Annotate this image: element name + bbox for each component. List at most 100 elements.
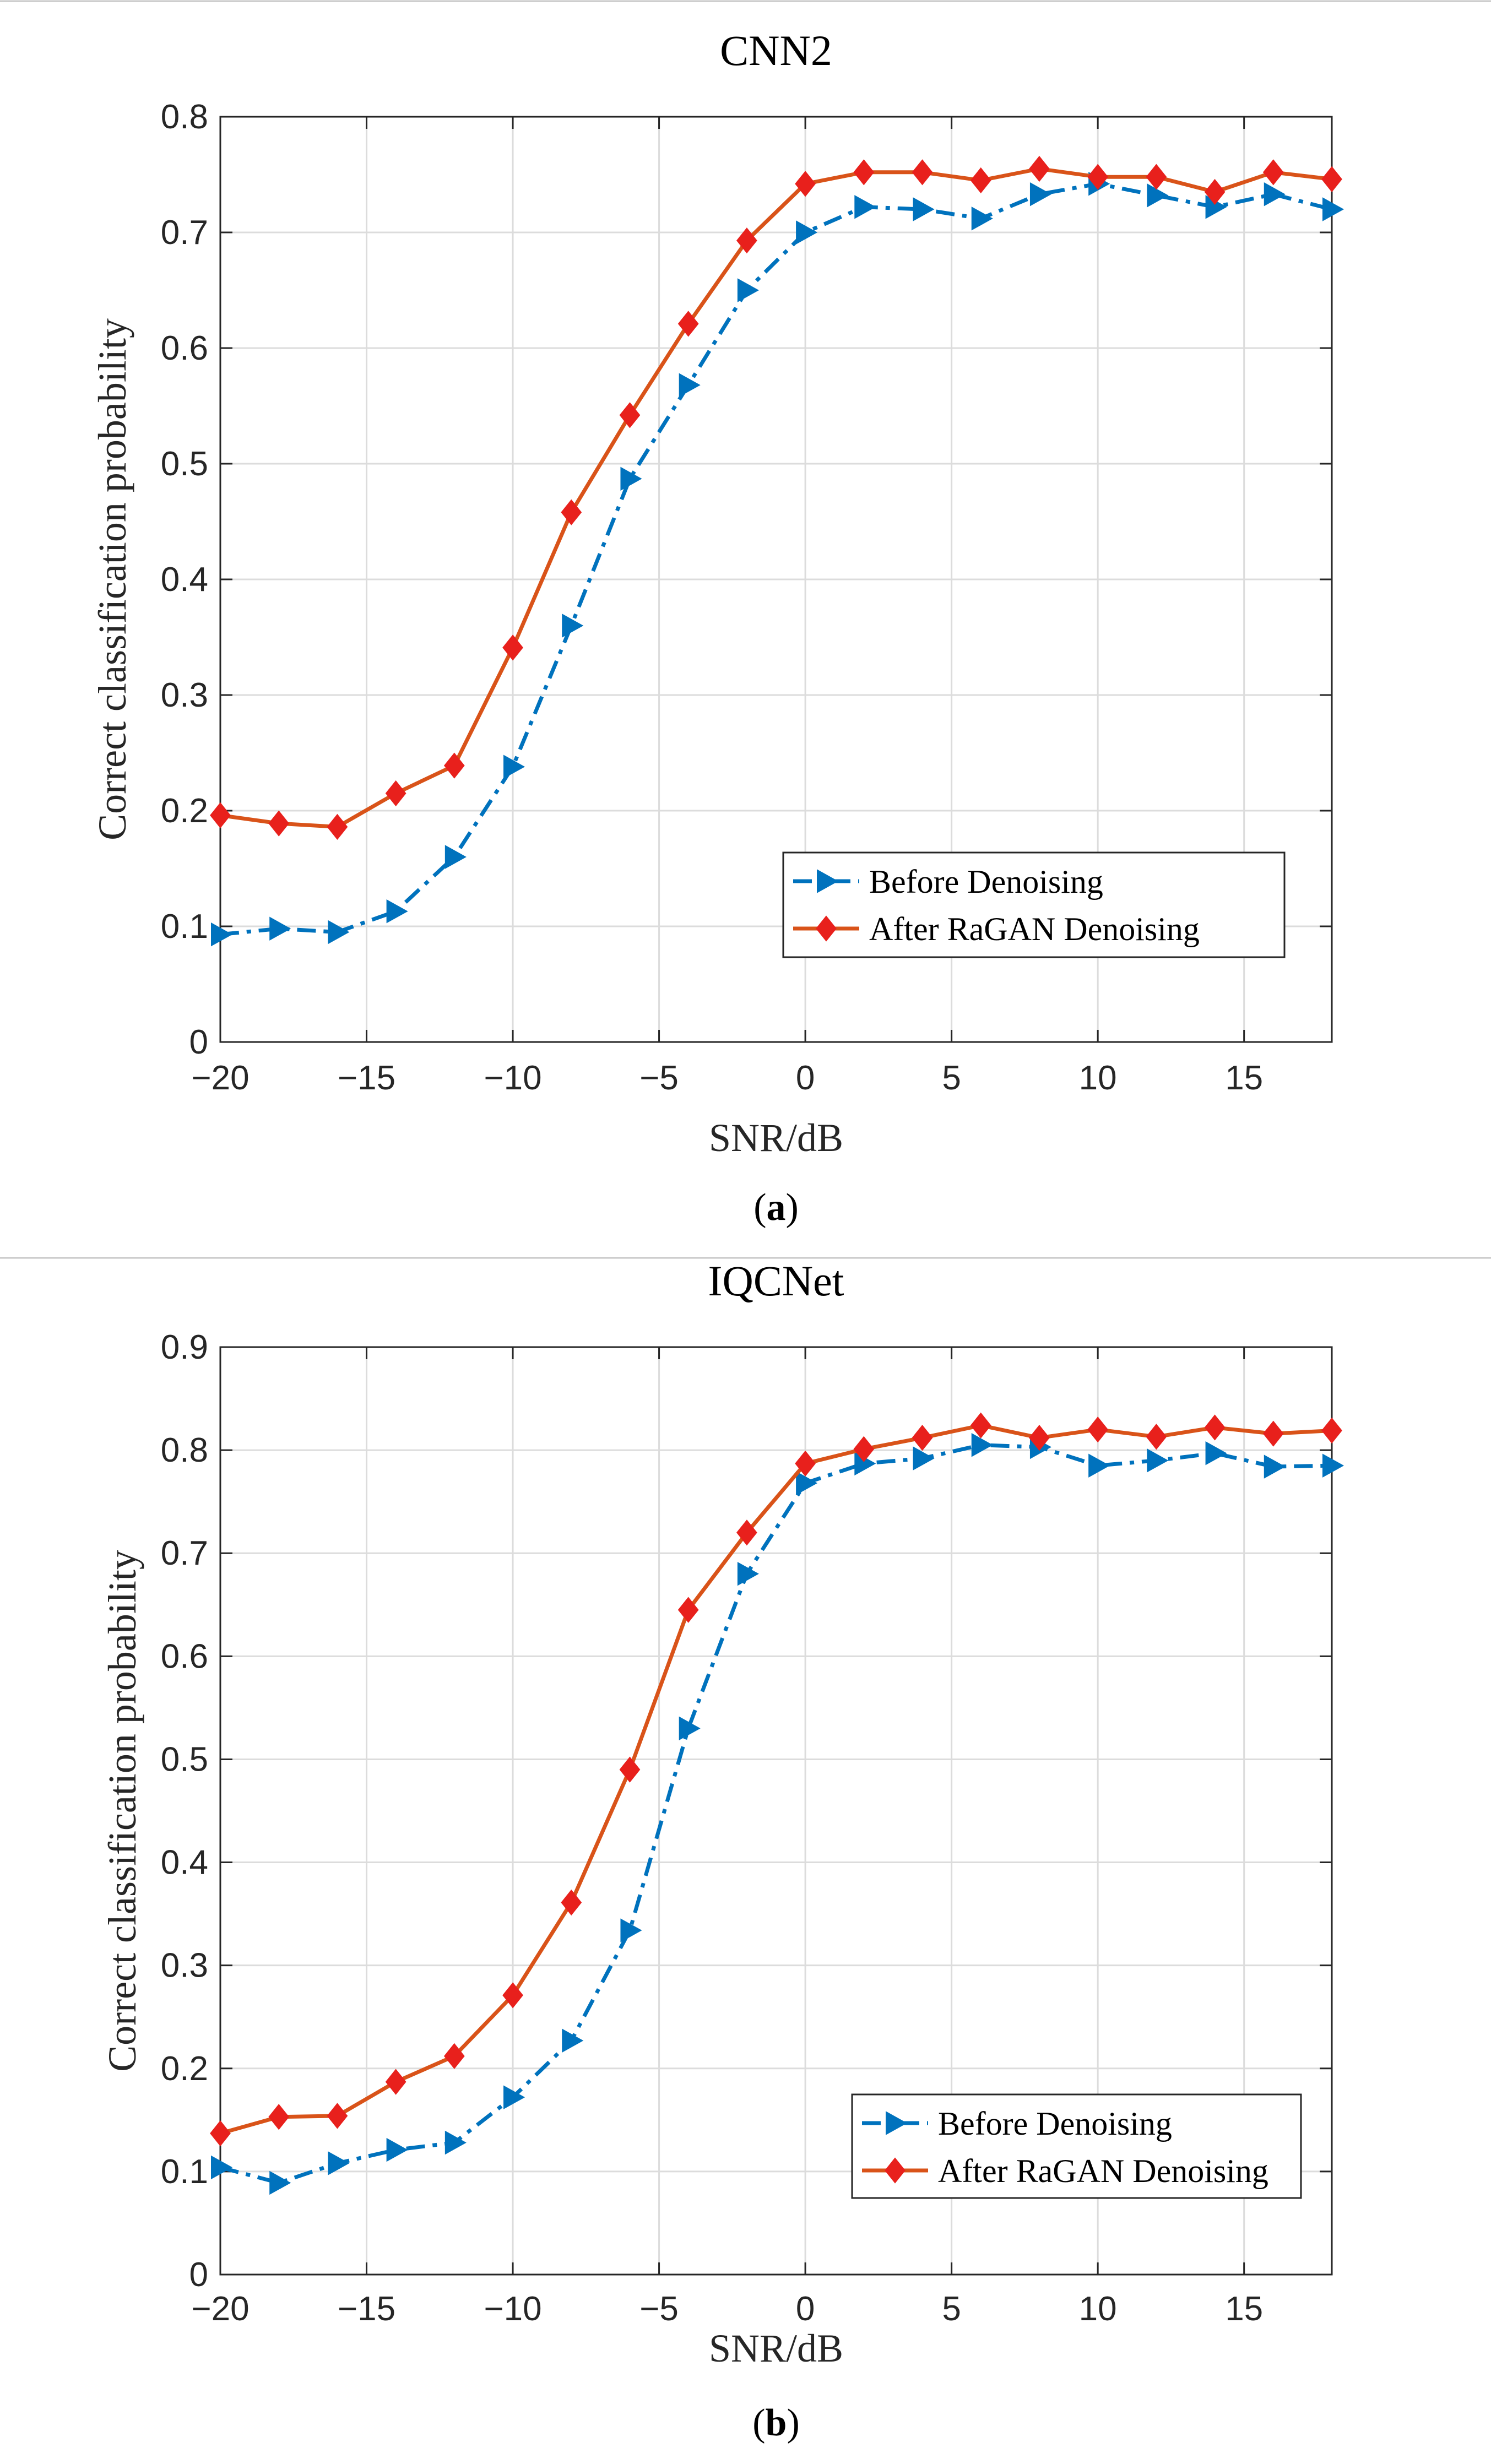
data-point	[679, 373, 701, 397]
chart-title: CNN2	[720, 26, 832, 74]
series-before-denoising	[211, 172, 1344, 947]
data-point	[444, 2130, 467, 2155]
x-tick-label: 10	[1079, 1059, 1117, 1097]
y-tick-label: 0.6	[161, 329, 208, 367]
data-point	[503, 2085, 525, 2109]
plot-area-frame	[219, 1346, 1333, 2276]
data-point	[795, 171, 816, 197]
grid-lines	[220, 116, 1332, 1042]
data-point	[269, 916, 291, 941]
data-point	[443, 2043, 465, 2069]
data-point	[1204, 178, 1226, 205]
data-point	[327, 2103, 348, 2129]
y-tick-label: 0.4	[161, 561, 208, 599]
data-point	[268, 810, 290, 837]
data-point	[1088, 1453, 1110, 1478]
y-tick-label: 0.1	[161, 2153, 208, 2191]
x-axis-label: SNR/dB	[709, 1116, 843, 1160]
legend-box	[851, 2093, 1302, 2199]
data-point	[328, 2151, 350, 2175]
data-point	[562, 614, 584, 638]
data-point	[561, 1889, 582, 1916]
x-tick-label: −10	[484, 2290, 541, 2328]
data-point	[619, 1756, 641, 1783]
x-tick-label: −15	[338, 1059, 395, 1097]
data-point	[503, 755, 525, 779]
x-tick-label: −5	[639, 1059, 679, 1097]
data-point	[853, 1436, 875, 1462]
legend-marker	[816, 915, 837, 942]
data-point	[211, 922, 233, 947]
legend-box	[782, 851, 1286, 958]
legend-entry-label: Before Denoising	[938, 2105, 1172, 2142]
data-point	[853, 159, 875, 186]
caption-letter: b	[766, 2402, 787, 2444]
series-after-ragan-denoising	[210, 1412, 1342, 2147]
legend-entry-label: Before Denoising	[869, 864, 1103, 900]
series-line	[220, 1423, 1332, 2136]
data-point	[619, 402, 641, 428]
y-axis-label: Correct classification probability	[100, 1550, 144, 2072]
data-point	[679, 1716, 701, 1741]
data-point	[1321, 1417, 1342, 1444]
y-tick-label: 0.5	[161, 1740, 208, 1778]
data-point	[386, 899, 408, 924]
legend-entry-label: After RaGAN Denoising	[938, 2153, 1268, 2189]
x-tick-label: 5	[942, 2290, 961, 2328]
series-line	[220, 182, 1332, 937]
x-tick-label: 15	[1225, 1059, 1263, 1097]
data-point	[1264, 182, 1286, 207]
legend-marker	[885, 2157, 906, 2184]
y-axis-label: Correct classification probability	[90, 318, 134, 840]
caption-open-paren: (	[752, 2402, 765, 2444]
x-tick-label: −15	[338, 2290, 395, 2328]
data-point	[1322, 197, 1344, 221]
data-point	[1029, 155, 1050, 182]
chart-title: IQCNet	[708, 1257, 844, 1305]
data-point	[737, 1561, 759, 1586]
data-point	[1262, 1420, 1284, 1447]
data-point	[913, 1446, 935, 1470]
legend: Before Denoising After RaGAN Denoising	[851, 2093, 1302, 2199]
x-tick-label: −5	[639, 2290, 679, 2328]
y-tick-label: 0.1	[161, 908, 208, 946]
x-tick-label: 0	[796, 2290, 815, 2328]
x-tick-label: 15	[1225, 2290, 1263, 2328]
data-point	[328, 920, 350, 945]
y-tick-label: 0.9	[161, 1328, 208, 1366]
data-point	[677, 311, 699, 337]
data-point	[970, 1412, 991, 1439]
data-point	[1264, 1454, 1286, 1479]
data-point	[795, 1450, 816, 1477]
caption-open-paren: (	[753, 1186, 766, 1229]
data-point	[1029, 182, 1052, 207]
data-point	[561, 499, 582, 525]
data-point	[1146, 1424, 1167, 1450]
data-point	[1147, 183, 1169, 208]
x-tick-label: −20	[191, 1059, 249, 1097]
chart-panel-1: −20 −15 −10 −5 0 5 10 15 0 0.1 0.2 0.3 0.4 0.5 0.6 0.7 0…	[0, 0, 1491, 1229]
data-point	[1262, 159, 1284, 186]
y-tick-label: 0	[189, 2256, 208, 2294]
data-point	[1029, 1425, 1050, 1451]
data-point	[502, 1982, 523, 2009]
x-axis-label: SNR/dB	[709, 2326, 843, 2370]
caption-close-paren: )	[786, 1186, 799, 1229]
data-point	[620, 1918, 642, 1942]
data-point	[912, 1425, 933, 1451]
y-tick-label: 0.6	[161, 1637, 208, 1675]
data-point	[620, 466, 642, 491]
data-point	[796, 1471, 818, 1495]
axis-ticks: −20 −15 −10 −5 0 5 10 15 0 0.1 0.2 0.3 0.4 0.5 0.6 0.7 0…	[161, 1328, 1332, 2328]
y-tick-label: 0.7	[161, 214, 208, 252]
data-point	[327, 813, 348, 840]
data-point	[971, 1433, 993, 1457]
data-point	[1204, 1414, 1226, 1441]
y-tick-label: 0.8	[161, 1431, 208, 1469]
x-tick-label: 0	[796, 1059, 815, 1097]
data-point	[211, 2155, 233, 2180]
data-point	[913, 197, 935, 221]
data-point	[1146, 164, 1167, 190]
series-line	[220, 1443, 1332, 2185]
